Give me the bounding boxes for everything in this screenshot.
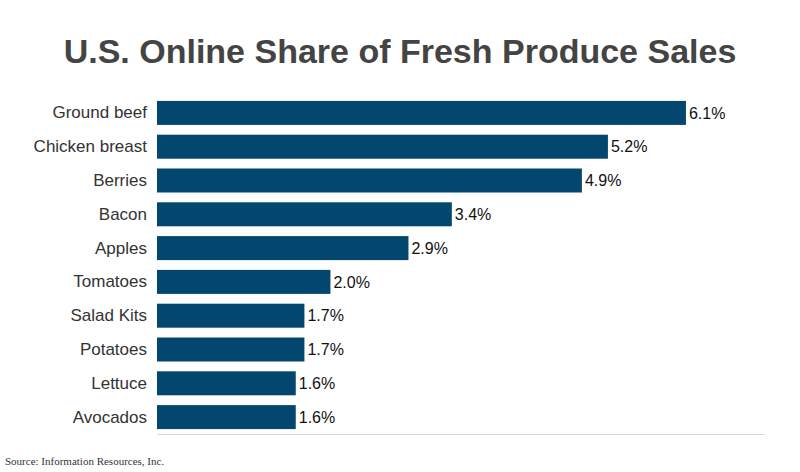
bar <box>157 135 608 159</box>
y-tick-label: Bacon <box>99 205 147 224</box>
data-label: 3.4% <box>455 206 491 223</box>
bar <box>157 101 686 125</box>
y-tick-label: Avocados <box>73 408 147 427</box>
y-tick-label: Apples <box>95 239 147 258</box>
y-tick-label: Ground beef <box>52 103 147 122</box>
data-label: 2.9% <box>411 240 447 257</box>
bar <box>157 270 330 294</box>
data-label: 2.0% <box>333 274 369 291</box>
y-tick-label: Salad Kits <box>70 306 147 325</box>
bars <box>157 101 686 429</box>
chart: U.S. Online Share of Fresh Produce Sales… <box>0 0 800 472</box>
data-label: 5.2% <box>611 138 647 155</box>
y-tick-label: Lettuce <box>91 374 147 393</box>
y-tick: Tomatoes <box>73 272 147 291</box>
y-tick: Berries <box>93 171 147 190</box>
y-tick-label: Tomatoes <box>73 272 147 291</box>
data-labels: 6.1% 5.2% 4.9% 3.4% 2.9% 2.0% 1.7% 1.7% 1.6% 1.6% <box>299 105 726 426</box>
y-tick-label: Chicken breast <box>34 137 148 156</box>
title: U.S. Online Share of Fresh Produce Sales <box>64 32 737 70</box>
y-tick: Potatoes <box>80 340 147 359</box>
data-label: 1.6% <box>299 375 335 392</box>
bar <box>157 202 452 226</box>
data-label: 4.9% <box>585 172 621 189</box>
x-axis <box>158 434 765 435</box>
y-axis: Ground beef Chicken breast Berries Bacon App… <box>34 103 148 426</box>
y-tick-label: Potatoes <box>80 340 147 359</box>
bar <box>157 405 296 429</box>
y-tick: Ground beef <box>52 103 147 122</box>
y-tick: Salad Kits <box>70 306 147 325</box>
y-tick: Avocados <box>73 408 147 427</box>
bar <box>157 304 304 328</box>
source: Source: Information Resources, Inc. <box>5 455 164 467</box>
data-label: 1.6% <box>299 409 335 426</box>
data-label: 1.7% <box>307 307 343 324</box>
x-axis-line <box>158 434 765 435</box>
data-label: 1.7% <box>307 341 343 358</box>
bar <box>157 371 296 395</box>
bar <box>157 169 582 193</box>
bar <box>157 338 304 362</box>
bar <box>157 236 408 260</box>
y-tick: Bacon <box>99 205 147 224</box>
y-tick: Chicken breast <box>34 137 148 156</box>
y-tick-label: Berries <box>93 171 147 190</box>
data-label: 6.1% <box>689 105 725 122</box>
y-tick: Lettuce <box>91 374 147 393</box>
y-tick: Apples <box>95 239 147 258</box>
